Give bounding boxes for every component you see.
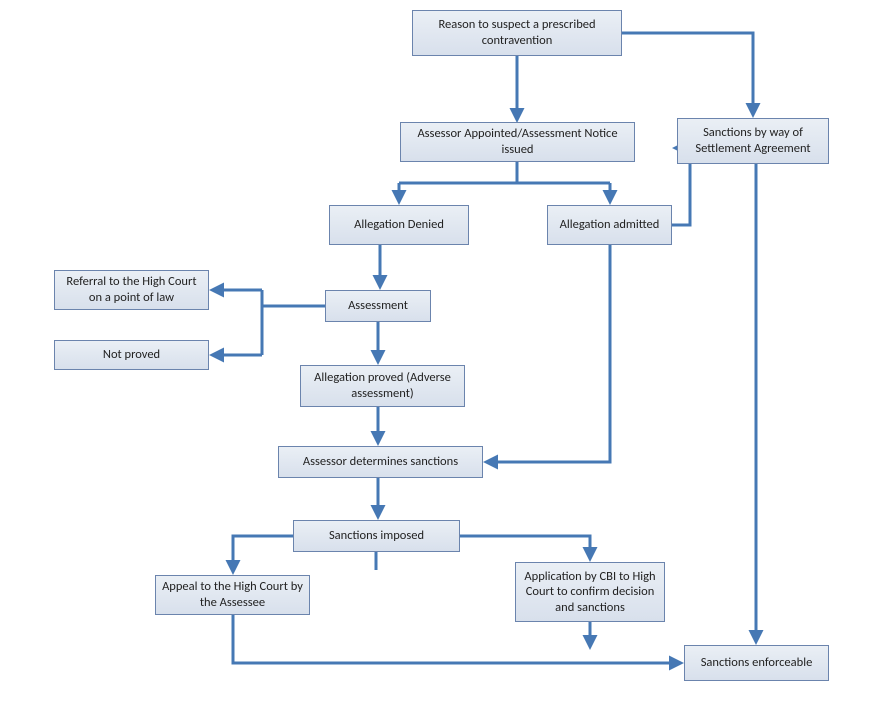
node-denied: Allegation Denied [329, 205, 469, 245]
node-label: Referral to the High Court on a point of… [61, 274, 202, 305]
node-label: Assessment [348, 298, 408, 314]
node-label: Allegation admitted [560, 217, 660, 233]
node-determines: Assessor determines sanctions [278, 446, 483, 478]
node-notproved: Not proved [54, 340, 209, 370]
node-label: Reason to suspect a prescribed contraven… [419, 17, 615, 48]
node-label: Sanctions enforceable [701, 655, 813, 671]
node-referral: Referral to the High Court on a point of… [54, 270, 209, 310]
node-label: Not proved [103, 347, 160, 363]
node-imposed: Sanctions imposed [293, 520, 460, 552]
node-sanctions-settlement: Sanctions by way of Settlement Agreement [677, 118, 829, 164]
node-label: Sanctions by way of Settlement Agreement [684, 125, 822, 156]
node-appeal: Appeal to the High Court by the Assessee [155, 575, 310, 615]
node-assessor: Assessor Appointed/Assessment Notice iss… [400, 122, 635, 162]
node-assessment: Assessment [325, 290, 431, 322]
node-label: Allegation Denied [354, 217, 444, 233]
node-application: Application by CBI to High Court to conf… [515, 562, 665, 622]
node-reason: Reason to suspect a prescribed contraven… [412, 10, 622, 56]
node-label: Assessor determines sanctions [303, 454, 458, 470]
node-label: Application by CBI to High Court to conf… [522, 569, 658, 616]
node-label: Allegation proved (Adverse assessment) [307, 370, 458, 401]
node-label: Assessor Appointed/Assessment Notice iss… [407, 126, 628, 157]
node-label: Appeal to the High Court by the Assessee [162, 579, 303, 610]
node-label: Sanctions imposed [329, 528, 424, 544]
node-proved: Allegation proved (Adverse assessment) [300, 365, 465, 407]
node-admitted: Allegation admitted [547, 205, 672, 245]
node-enforceable: Sanctions enforceable [684, 645, 829, 681]
